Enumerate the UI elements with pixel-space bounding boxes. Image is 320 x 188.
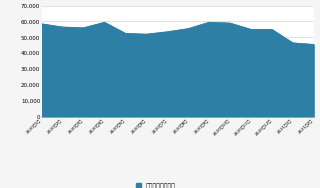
Legend: 上海住宅存量变动: 上海住宅存量变动 bbox=[136, 183, 176, 188]
